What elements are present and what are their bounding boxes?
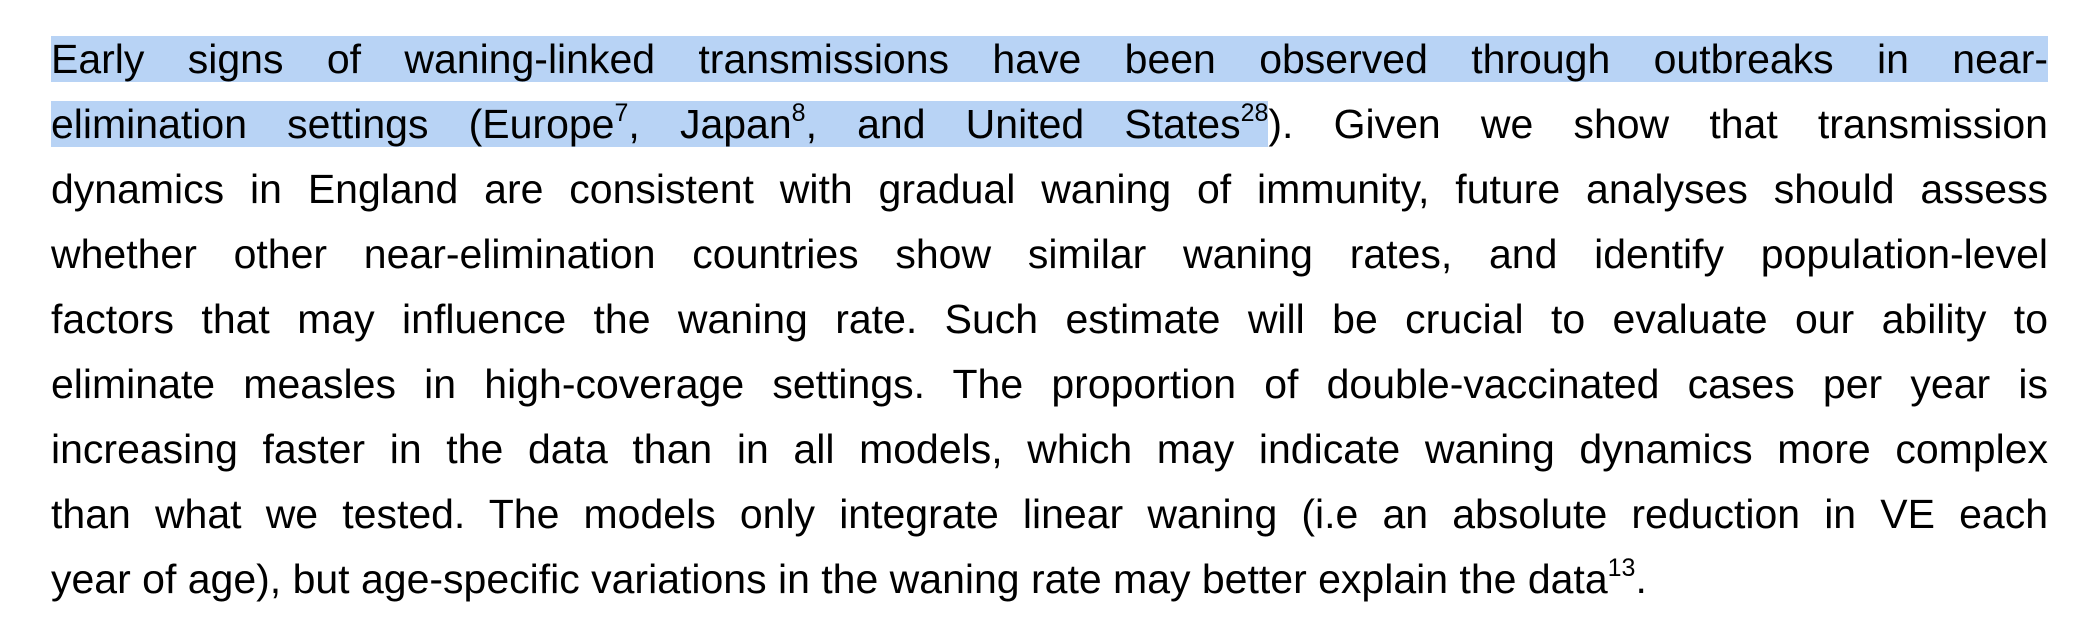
text-line-4: whether other near-elimination countries… [51,231,2048,277]
text-line-8: than what we tested. The models only int… [51,491,2048,537]
citation-superscript: 28 [1240,99,1269,128]
text-line-6: eliminate measles in high-coverage setti… [51,361,2048,407]
text-line-3: dynamics in England are consistent with … [51,166,2048,212]
text-line-1: Early signs of waning-linked transmissio… [51,27,2048,92]
text-segment: , Japan [628,101,792,147]
text-segment: elimination settings (Europe [51,101,615,147]
text-line-5: factors that may influence the waning ra… [51,296,2048,342]
text-segment: ). Given we show that transmission [1268,101,2048,147]
text-segment: . [1635,556,1647,602]
citation-superscript: 8 [791,99,806,128]
text-line-7: increasing faster in the data than in al… [51,426,2048,472]
highlighted-text: elimination settings (Europe7, Japan8, a… [51,99,1269,147]
text-segment: , and United States [805,101,1241,147]
highlighted-text: Early signs of waning-linked transmissio… [51,36,2048,82]
text-line-9: year of age), but age-specific variation… [51,547,2048,612]
citation-superscript: 7 [614,99,629,128]
text-line-2: elimination settings (Europe7, Japan8, a… [51,92,2048,157]
citation-superscript: 13 [1607,554,1636,583]
text-segment: year of age), but age-specific variation… [51,556,1608,602]
